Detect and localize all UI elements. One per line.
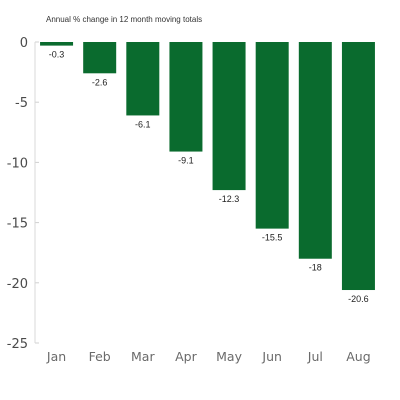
x-tick-label: Mar bbox=[131, 349, 155, 364]
bar-feb bbox=[83, 42, 117, 74]
y-tick-label: -15 bbox=[7, 217, 28, 232]
x-tick-label: Apr bbox=[175, 349, 197, 364]
data-label: -6.1 bbox=[135, 119, 151, 129]
x-tick-label: Aug bbox=[346, 349, 370, 364]
bar-jun bbox=[255, 42, 289, 229]
data-label: -9.1 bbox=[178, 156, 194, 166]
y-tick-label: 0 bbox=[20, 36, 28, 51]
data-label: -20.6 bbox=[348, 294, 369, 304]
data-label: -12.3 bbox=[219, 194, 240, 204]
bar-jul bbox=[298, 42, 332, 259]
y-tick-label: -25 bbox=[7, 337, 28, 352]
data-label: -18 bbox=[309, 263, 322, 273]
bar-apr bbox=[169, 42, 203, 152]
y-tick-label: -5 bbox=[15, 96, 28, 111]
bar-jan bbox=[40, 42, 74, 46]
x-tick-label: Feb bbox=[89, 349, 111, 364]
bars bbox=[40, 42, 375, 291]
data-label: -0.3 bbox=[49, 50, 65, 60]
x-tick-label: Jul bbox=[307, 349, 323, 364]
data-label: -2.6 bbox=[92, 77, 108, 87]
y-tick-label: -10 bbox=[7, 156, 28, 171]
x-tick-label: May bbox=[216, 349, 242, 364]
chart-subtitle: Annual % change in 12 month moving total… bbox=[46, 15, 202, 24]
y-axis-ticks: 0 -5 -10 -15 -20 -25 bbox=[7, 36, 39, 352]
x-tick-label: Jun bbox=[261, 349, 282, 364]
bar-aug bbox=[341, 42, 375, 291]
data-label: -15.5 bbox=[262, 233, 283, 243]
y-tick-label: -20 bbox=[7, 277, 28, 292]
x-axis-ticks: Jan Feb Mar Apr May Jun Jul Aug bbox=[46, 349, 371, 364]
x-tick-label: Jan bbox=[46, 349, 66, 364]
data-labels: -0.3 -2.6 -6.1 -9.1 -12.3 -15.5 -18 -20.6 bbox=[49, 50, 369, 304]
bar-mar bbox=[126, 42, 160, 116]
bar-may bbox=[212, 42, 246, 191]
